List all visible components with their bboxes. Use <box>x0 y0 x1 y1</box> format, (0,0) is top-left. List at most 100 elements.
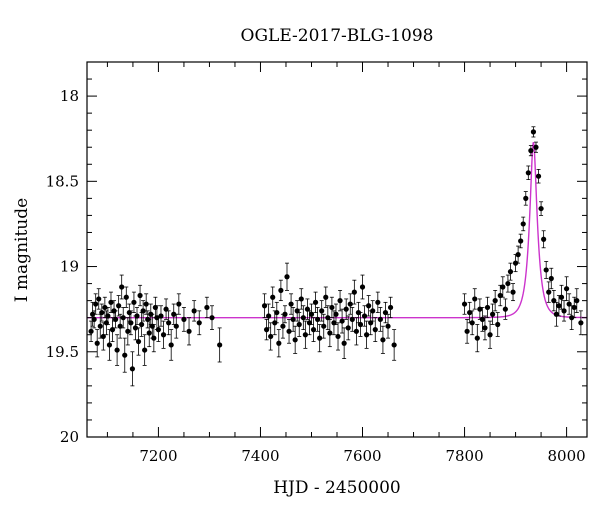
point-marker <box>391 342 397 348</box>
data-point <box>341 327 347 359</box>
point-marker <box>343 306 349 312</box>
point-marker <box>530 129 537 135</box>
point-marker <box>505 280 511 287</box>
point-marker <box>548 275 554 282</box>
data-point <box>469 310 475 336</box>
data-point <box>548 267 554 290</box>
data-point <box>91 310 97 329</box>
point-marker <box>142 347 148 353</box>
data-point <box>578 310 584 336</box>
point-marker <box>345 325 351 331</box>
data-point <box>117 313 123 339</box>
data-point <box>123 286 129 308</box>
point-marker <box>191 308 197 314</box>
data-point <box>533 141 539 153</box>
data-point <box>490 303 496 325</box>
point-marker <box>261 303 268 309</box>
point-marker <box>331 320 337 326</box>
data-point <box>464 318 470 344</box>
point-marker <box>484 304 491 311</box>
point-marker <box>134 313 140 319</box>
data-point <box>276 329 282 358</box>
point-marker <box>97 323 103 329</box>
point-marker <box>163 306 169 312</box>
data-point <box>337 290 343 312</box>
data-point <box>528 145 534 157</box>
point-marker <box>464 328 470 334</box>
data-point <box>261 293 268 319</box>
point-marker <box>304 306 311 312</box>
point-marker <box>512 260 519 266</box>
point-marker <box>176 301 182 307</box>
model-curve-layer <box>87 141 587 319</box>
data-point <box>310 317 317 342</box>
point-marker <box>497 292 503 299</box>
point-marker <box>117 323 123 329</box>
data-points-layer <box>88 126 584 387</box>
point-marker <box>317 335 323 341</box>
data-point <box>96 288 102 310</box>
point-marker <box>282 311 288 317</box>
data-point <box>278 279 284 302</box>
data-point <box>551 290 557 312</box>
point-marker <box>129 366 136 372</box>
data-point <box>196 310 202 336</box>
y-tick-label: 19.5 <box>46 343 79 361</box>
data-point <box>385 313 391 339</box>
point-marker <box>274 309 280 316</box>
chart-title: OGLE-2017-BLG-1098 <box>241 26 434 46</box>
point-marker <box>556 303 562 309</box>
data-point <box>515 245 521 264</box>
point-marker <box>535 173 542 179</box>
x-tick-label: 8000 <box>547 447 585 465</box>
data-point <box>209 305 215 331</box>
data-point <box>363 320 370 349</box>
point-marker <box>131 299 137 305</box>
data-point <box>176 293 182 315</box>
point-marker <box>347 301 353 307</box>
data-point <box>270 286 276 308</box>
y-tick-label: 18 <box>60 87 79 105</box>
point-marker <box>186 328 192 334</box>
point-marker <box>327 330 333 336</box>
point-marker <box>321 323 327 329</box>
data-point <box>88 320 94 342</box>
x-tick-label: 7800 <box>445 447 483 465</box>
data-point <box>525 165 531 181</box>
data-point <box>102 296 108 319</box>
point-marker <box>286 328 292 334</box>
data-point <box>380 325 386 354</box>
data-point <box>377 307 383 332</box>
point-marker <box>302 332 308 338</box>
data-point <box>128 310 134 336</box>
data-point <box>94 329 100 358</box>
data-point <box>329 296 335 319</box>
y-axis-label: I magnitude <box>12 198 32 302</box>
data-point <box>492 290 498 312</box>
point-marker <box>276 340 282 346</box>
data-point <box>112 310 119 329</box>
data-point <box>317 324 323 353</box>
data-point <box>487 320 493 349</box>
point-marker <box>284 274 290 280</box>
data-point <box>163 298 169 320</box>
point-marker <box>566 301 572 307</box>
point-marker <box>474 335 480 341</box>
point-marker <box>469 320 475 326</box>
point-marker <box>151 335 157 341</box>
data-point <box>520 216 526 232</box>
plot-frame <box>86 61 588 438</box>
point-marker <box>571 304 577 311</box>
data-point <box>530 126 537 138</box>
data-point <box>292 325 298 354</box>
point-marker <box>515 252 521 258</box>
data-point <box>137 284 143 307</box>
point-marker <box>217 342 223 348</box>
point-marker <box>158 313 164 319</box>
data-point <box>325 305 331 331</box>
data-point <box>93 293 99 315</box>
data-point <box>563 276 570 302</box>
point-marker <box>472 296 478 302</box>
point-marker <box>353 328 359 334</box>
data-point <box>166 310 172 336</box>
